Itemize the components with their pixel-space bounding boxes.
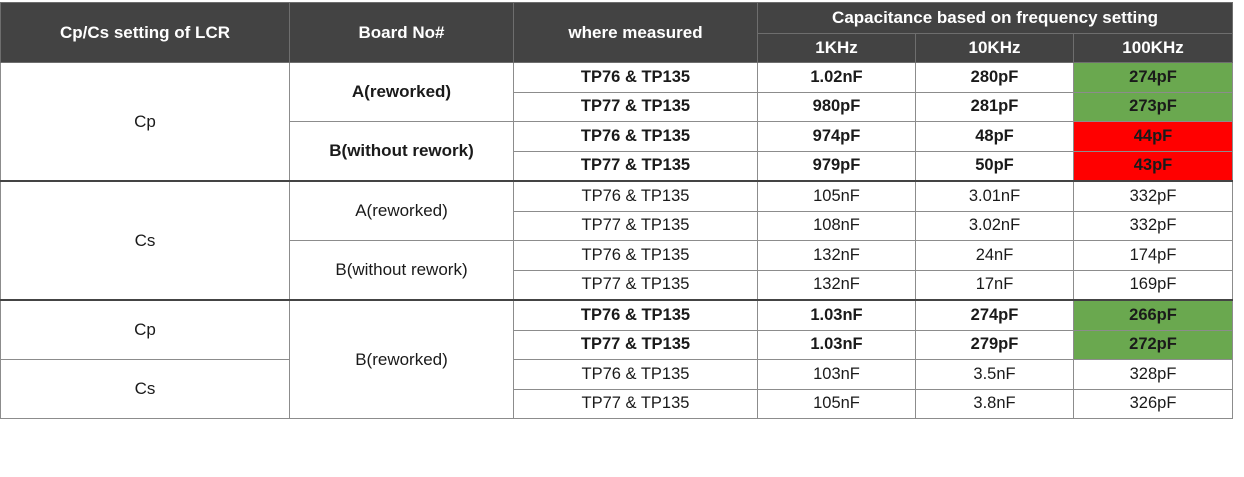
measure-point-cell: TP77 & TP135 xyxy=(514,389,758,419)
header-1khz: 1KHz xyxy=(758,34,916,63)
value-10khz: 281pF xyxy=(916,92,1074,122)
header-100khz: 100KHz xyxy=(1074,34,1233,63)
table-row: Cs TP76 & TP135 103nF 3.5nF 328pF xyxy=(1,360,1233,390)
value-100khz: 332pF xyxy=(1074,181,1233,211)
setting-cell: Cp xyxy=(1,63,290,182)
measure-point-cell: TP77 & TP135 xyxy=(514,330,758,360)
measure-point-cell: TP76 & TP135 xyxy=(514,360,758,390)
value-1khz: 1.02nF xyxy=(758,63,916,93)
table-row: Cs A(reworked) TP76 & TP135 105nF 3.01nF… xyxy=(1,181,1233,211)
board-cell: B(without rework) xyxy=(290,241,514,301)
value-1khz: 105nF xyxy=(758,389,916,419)
value-100khz: 326pF xyxy=(1074,389,1233,419)
header-where-measured: where measured xyxy=(514,3,758,63)
value-1khz: 980pF xyxy=(758,92,916,122)
header-board: Board No# xyxy=(290,3,514,63)
value-10khz: 280pF xyxy=(916,63,1074,93)
value-1khz: 132nF xyxy=(758,241,916,271)
value-1khz: 105nF xyxy=(758,181,916,211)
value-10khz: 279pF xyxy=(916,330,1074,360)
value-100khz-fail: 44pF xyxy=(1074,122,1233,152)
board-cell: B(reworked) xyxy=(290,300,514,419)
measure-point-cell: TP76 & TP135 xyxy=(514,181,758,211)
value-10khz: 3.01nF xyxy=(916,181,1074,211)
table-row: Cp A(reworked) TP76 & TP135 1.02nF 280pF… xyxy=(1,63,1233,93)
measure-point-cell: TP77 & TP135 xyxy=(514,270,758,300)
setting-cell: Cs xyxy=(1,360,290,419)
header-10khz: 10KHz xyxy=(916,34,1074,63)
value-1khz: 132nF xyxy=(758,270,916,300)
value-100khz: 332pF xyxy=(1074,211,1233,241)
board-cell: A(reworked) xyxy=(290,181,514,241)
value-100khz-pass: 272pF xyxy=(1074,330,1233,360)
header-setting: Cp/Cs setting of LCR xyxy=(1,3,290,63)
header-capacitance-group: Capacitance based on frequency setting xyxy=(758,3,1233,34)
setting-cell: Cs xyxy=(1,181,290,300)
value-10khz: 24nF xyxy=(916,241,1074,271)
value-10khz: 274pF xyxy=(916,300,1074,330)
measure-point-cell: TP76 & TP135 xyxy=(514,122,758,152)
value-1khz: 1.03nF xyxy=(758,330,916,360)
value-100khz: 174pF xyxy=(1074,241,1233,271)
value-1khz: 108nF xyxy=(758,211,916,241)
measure-point-cell: TP76 & TP135 xyxy=(514,241,758,271)
setting-cell: Cp xyxy=(1,300,290,360)
measure-point-cell: TP77 & TP135 xyxy=(514,92,758,122)
value-1khz: 103nF xyxy=(758,360,916,390)
value-1khz: 979pF xyxy=(758,151,916,181)
value-10khz: 48pF xyxy=(916,122,1074,152)
board-cell: A(reworked) xyxy=(290,63,514,122)
value-100khz-pass: 274pF xyxy=(1074,63,1233,93)
value-10khz: 3.5nF xyxy=(916,360,1074,390)
value-1khz: 1.03nF xyxy=(758,300,916,330)
measure-point-cell: TP77 & TP135 xyxy=(514,151,758,181)
value-10khz: 3.8nF xyxy=(916,389,1074,419)
table-row: Cp B(reworked) TP76 & TP135 1.03nF 274pF… xyxy=(1,300,1233,330)
measure-point-cell: TP76 & TP135 xyxy=(514,300,758,330)
value-100khz: 169pF xyxy=(1074,270,1233,300)
value-10khz: 50pF xyxy=(916,151,1074,181)
value-100khz-pass: 273pF xyxy=(1074,92,1233,122)
measure-point-cell: TP77 & TP135 xyxy=(514,211,758,241)
measure-point-cell: TP76 & TP135 xyxy=(514,63,758,93)
value-10khz: 3.02nF xyxy=(916,211,1074,241)
value-100khz: 328pF xyxy=(1074,360,1233,390)
value-100khz-pass: 266pF xyxy=(1074,300,1233,330)
value-1khz: 974pF xyxy=(758,122,916,152)
capacitance-table: Cp/Cs setting of LCR Board No# where mea… xyxy=(0,2,1233,419)
value-10khz: 17nF xyxy=(916,270,1074,300)
value-100khz-fail: 43pF xyxy=(1074,151,1233,181)
board-cell: B(without rework) xyxy=(290,122,514,182)
